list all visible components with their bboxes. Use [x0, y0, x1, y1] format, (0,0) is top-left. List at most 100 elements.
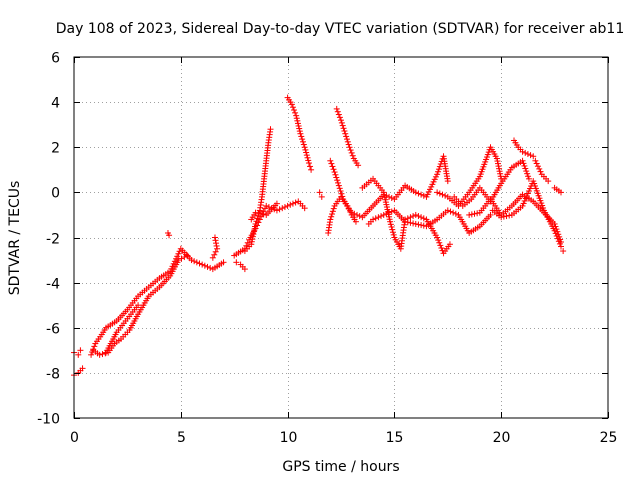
data-point: [209, 254, 216, 261]
trace-marker: [171, 258, 178, 265]
trace-marker: [303, 149, 310, 156]
trace-marker: [407, 219, 414, 226]
trace-marker: [438, 245, 445, 252]
data-point: [188, 257, 195, 264]
trace-marker: [420, 215, 427, 222]
trace-marker: [176, 248, 183, 255]
trace-marker: [436, 239, 443, 246]
trace-marker: [251, 226, 258, 233]
trace-marker: [388, 208, 395, 215]
data-point: [434, 234, 441, 241]
trace-marker: [390, 231, 397, 238]
trace-marker: [191, 258, 198, 265]
y-tick-label: 6: [51, 51, 60, 67]
data-point: [335, 182, 342, 189]
trace-marker: [436, 163, 443, 170]
trace-marker: [295, 122, 302, 129]
trace-marker: [375, 214, 382, 221]
data-point: [525, 175, 532, 182]
trace-marker: [347, 147, 354, 154]
trace-marker: [212, 248, 219, 255]
trace-marker: [294, 117, 301, 124]
trace-marker: [334, 108, 341, 115]
data-point: [558, 243, 565, 250]
data-point: [519, 148, 526, 155]
data-point: [558, 189, 565, 196]
trace-marker: [424, 191, 431, 198]
trace-marker: [351, 210, 358, 217]
trace-marker: [294, 120, 301, 127]
trace-marker: [523, 168, 530, 175]
data-point: [288, 101, 295, 108]
trace-marker: [334, 177, 341, 184]
trace-marker: [447, 208, 454, 215]
data-point: [301, 144, 308, 151]
trace-marker: [307, 163, 314, 170]
data-points: [71, 94, 567, 379]
data-point: [446, 241, 453, 248]
trace-marker: [554, 235, 561, 242]
trace-marker: [506, 212, 513, 219]
trace-marker: [298, 133, 305, 140]
data-point: [532, 157, 539, 164]
trace-marker: [344, 138, 351, 145]
trace-marker: [249, 236, 256, 243]
trace-marker: [522, 165, 529, 172]
trace-marker: [299, 138, 306, 145]
trace-marker: [336, 185, 343, 192]
data-point: [252, 220, 259, 227]
data-point: [256, 216, 263, 223]
axis-ticks: [74, 57, 609, 419]
data-point: [530, 153, 537, 160]
data-point: [545, 178, 552, 185]
trace-marker: [343, 136, 350, 143]
trace-marker: [420, 222, 427, 229]
trace-marker: [213, 242, 220, 249]
x-axis-label: GPS time / hours: [282, 459, 399, 475]
trace-marker: [494, 158, 501, 165]
trace-marker: [335, 179, 342, 186]
trace-marker: [521, 162, 528, 169]
trace-marker: [276, 206, 283, 213]
trace-marker: [289, 200, 296, 207]
tick-labels: 0 5 10 15 20 25 -10 -8 -6 -4 -2 0 2 4 6: [37, 51, 617, 447]
trace-marker: [372, 215, 379, 222]
data-point: [466, 211, 473, 218]
data-point: [342, 130, 349, 137]
trace-marker: [260, 211, 267, 218]
trace-marker: [418, 214, 425, 221]
data-point: [273, 207, 280, 214]
trace-marker: [257, 210, 264, 217]
data-point: [370, 216, 377, 223]
data-point: [135, 302, 142, 309]
data-point: [211, 234, 218, 241]
data-point: [308, 166, 315, 173]
data-point: [487, 211, 494, 218]
y-tick-label: 0: [51, 186, 60, 202]
trace-marker: [404, 219, 411, 226]
data-point: [305, 160, 312, 167]
trace-marker: [354, 211, 361, 218]
trace-marker: [418, 222, 425, 229]
trace-marker: [329, 163, 336, 170]
data-point: [248, 241, 255, 248]
data-point: [233, 259, 240, 266]
trace-marker: [328, 160, 335, 167]
trace-marker: [429, 181, 436, 188]
trace-marker: [525, 173, 532, 180]
trace-marker: [388, 195, 395, 202]
data-point: [88, 351, 95, 358]
trace-marker: [500, 213, 507, 220]
trace-marker: [553, 232, 560, 239]
trace-marker: [201, 262, 208, 269]
trace-marker: [339, 122, 346, 129]
trace-marker: [415, 221, 422, 228]
trace-marker: [524, 170, 531, 177]
y-tick-label: 2: [51, 141, 60, 157]
data-point: [79, 365, 86, 372]
y-tick-label: -10: [37, 412, 60, 428]
data-point: [338, 117, 344, 124]
trace-marker: [293, 115, 300, 122]
